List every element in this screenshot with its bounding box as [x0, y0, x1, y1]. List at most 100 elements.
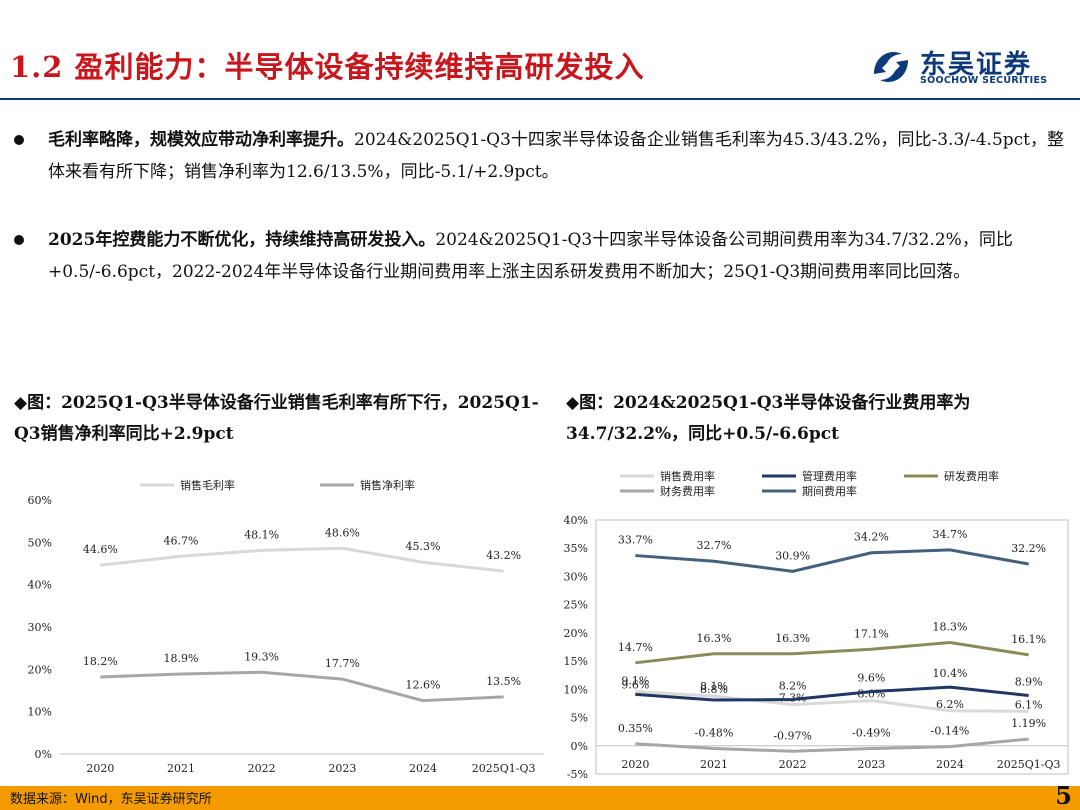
y-tick-label: 10%	[28, 706, 52, 719]
y-tick-label: 10%	[564, 683, 588, 696]
data-label: 9.6%	[621, 679, 649, 692]
chart-caption-right: ◆图：2024&2025Q1-Q3半导体设备行业费用率为34.7/32.2%，同…	[566, 393, 971, 444]
data-label: 12.6%	[406, 679, 441, 692]
chart-caption-left: ◆图：2025Q1-Q3半导体设备行业销售毛利率有所下行，2025Q1-Q3销售…	[14, 393, 539, 444]
data-label: 8.9%	[1015, 676, 1043, 689]
data-label: 45.3%	[406, 540, 441, 553]
y-tick-label: 15%	[564, 655, 588, 668]
data-label: 6.2%	[936, 698, 964, 711]
bullet-body: 2024&2025Q1-Q3十四家半导体设备企业销售毛利率为45.3/43.2%…	[48, 130, 1065, 182]
data-label: 43.2%	[486, 549, 521, 562]
data-label: 34.2%	[854, 531, 889, 544]
x-tick-label: 2022	[779, 758, 807, 771]
data-label: 9.1%	[621, 674, 649, 687]
margin-line-chart: 0% 10% 20% 30% 40% 50% 60% 2020 2021 2022 2023 2024…	[28, 478, 544, 775]
data-label: 32.2%	[1011, 542, 1046, 555]
data-label: 18.2%	[83, 655, 118, 668]
series-line	[100, 670, 504, 703]
series-line	[635, 737, 1029, 753]
footer-bar: 数据来源：Wind，东吴证券研究所 5	[0, 781, 1080, 810]
y-tick-label: 0%	[35, 748, 52, 761]
data-label: 33.7%	[618, 534, 653, 547]
data-label: 16.3%	[697, 632, 732, 645]
data-source: 数据来源：Wind，东吴证券研究所	[10, 792, 212, 807]
data-label: 34.7%	[933, 528, 968, 541]
data-label: -0.48%	[695, 726, 734, 739]
y-tick-label: 60%	[28, 494, 52, 507]
y-tick-label: 50%	[28, 536, 52, 549]
x-tick-label: 2021	[167, 762, 195, 775]
x-tick-label: 2020	[86, 762, 114, 775]
data-label: 46.7%	[164, 534, 199, 547]
data-label: 14.7%	[618, 641, 653, 654]
data-label: 0.35%	[618, 722, 653, 735]
y-tick-label: 25%	[564, 599, 588, 612]
x-tick-label: 2025Q1-Q3	[472, 762, 536, 775]
plot-frame	[595, 519, 1069, 775]
bullet-bold: 毛利率略降，规模效应带动净利率提升。	[48, 130, 354, 150]
y-tick-label: 35%	[564, 542, 588, 555]
x-tick-label: 2023	[328, 762, 356, 775]
series-line	[635, 690, 1029, 713]
page-number: 5	[1055, 781, 1072, 810]
x-tick-label: 2022	[248, 762, 276, 775]
x-tick-label: 2025Q1-Q3	[997, 758, 1061, 771]
data-label: -0.97%	[773, 729, 812, 742]
y-tick-label: 30%	[564, 570, 588, 583]
y-tick-label: 5%	[571, 712, 588, 725]
series-line	[100, 546, 504, 573]
data-label: 8.2%	[779, 679, 807, 692]
data-label: 1.19%	[1011, 717, 1046, 730]
x-tick-label: 2020	[621, 758, 649, 771]
expense-ratio-line-chart: -5% 0% 5% 10% 15% 20% 25% 30% 35% 40% 2020 2021 2022…	[564, 469, 1069, 781]
bullet-bold: 2025年控费能力不断优化，持续维持高研发投入。	[48, 230, 436, 250]
bullet-item-2: 2025年控费能力不断优化，持续维持高研发投入。2024&2025Q1-Q3十四…	[14, 224, 1069, 288]
data-label: -0.49%	[852, 727, 891, 740]
bullet-text: 2025年控费能力不断优化，持续维持高研发投入。2024&2025Q1-Q3十四…	[48, 224, 1069, 288]
data-label: 8.8%	[700, 683, 728, 696]
bullet-dot-icon	[14, 135, 24, 145]
data-label: 32.7%	[697, 539, 732, 552]
data-label: 16.1%	[1011, 633, 1046, 646]
y-tick-label: 20%	[28, 663, 52, 676]
data-label: 48.6%	[325, 526, 360, 539]
y-tick-label: 30%	[28, 621, 52, 634]
data-label: 13.5%	[486, 675, 521, 688]
data-label: -0.14%	[931, 725, 970, 738]
legend-label: 销售费用率	[660, 469, 715, 483]
bullet-text: 毛利率略降，规模效应带动净利率提升。2024&2025Q1-Q3十四家半导体设备…	[48, 124, 1069, 188]
x-tick-label: 2024	[409, 762, 437, 775]
y-tick-label: 40%	[28, 579, 52, 592]
data-label: 18.9%	[164, 652, 199, 665]
data-label: 30.9%	[775, 549, 810, 562]
data-label: 16.3%	[775, 632, 810, 645]
data-label: 44.6%	[83, 543, 118, 556]
data-label: 8.1%	[700, 680, 728, 693]
legend-label: 销售毛利率	[180, 478, 235, 492]
legend-label: 销售净利率	[360, 478, 415, 492]
legend-label: 财务费用率	[660, 484, 715, 498]
bullet-item-1: 毛利率略降，规模效应带动净利率提升。2024&2025Q1-Q3十四家半导体设备…	[14, 124, 1069, 188]
header-divider	[0, 98, 1080, 100]
data-label: 10.4%	[933, 667, 968, 680]
x-tick-label: 2023	[857, 758, 885, 771]
y-tick-label: 0%	[571, 740, 588, 753]
data-label: 9.6%	[857, 672, 885, 685]
series-line	[635, 685, 1029, 702]
company-logo: 东吴证券 SOOCHOW SECURITIES	[868, 44, 1068, 90]
bullet-body: 2024&2025Q1-Q3十四家半导体设备公司期间费用率为34.7/32.2%…	[48, 230, 1013, 282]
logo-mark-icon	[874, 52, 908, 82]
data-label: 6.1%	[1015, 698, 1043, 711]
bullet-dot-icon	[14, 235, 24, 245]
data-label: 17.7%	[325, 657, 360, 670]
series-line	[635, 640, 1029, 665]
y-tick-label: 20%	[564, 627, 588, 640]
y-tick-label: -5%	[567, 768, 588, 781]
x-tick-label: 2024	[936, 758, 964, 771]
legend-label: 期间费用率	[802, 484, 857, 498]
page-title: 1.2 盈利能力：半导体设备持续维持高研发投入	[10, 50, 645, 84]
data-label: 48.1%	[244, 528, 279, 541]
legend-label: 管理费用率	[802, 469, 857, 483]
x-tick-label: 2021	[700, 758, 728, 771]
legend-label: 研发费用率	[944, 469, 999, 483]
